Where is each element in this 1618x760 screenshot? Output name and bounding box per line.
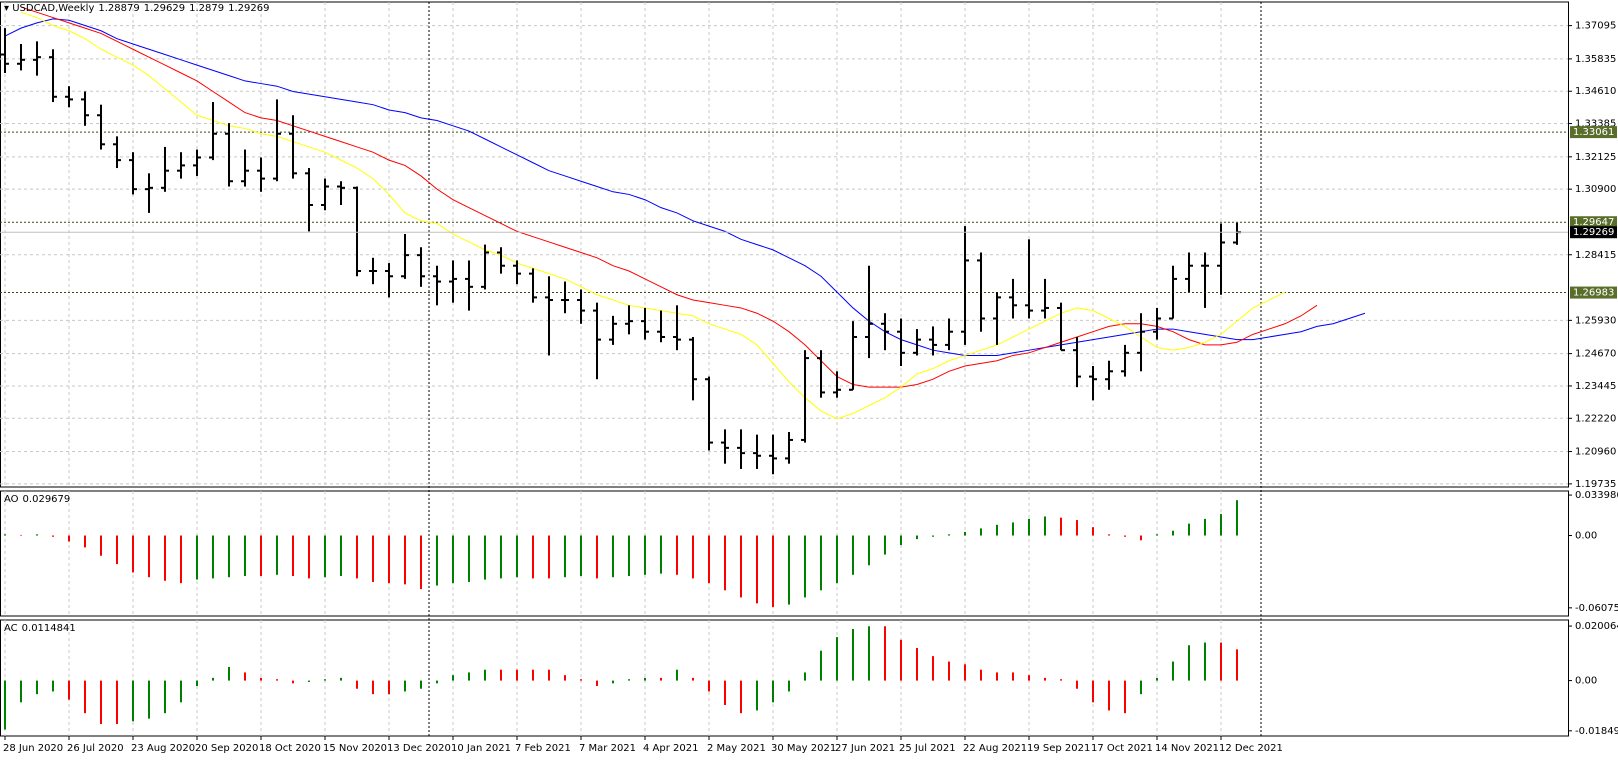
x-tick-label: 17 Oct 2021 bbox=[1091, 743, 1153, 754]
y-tick-label: 1.30900 bbox=[1575, 184, 1616, 195]
x-tick-label: 12 Dec 2021 bbox=[1219, 743, 1283, 754]
y-tick-label: 1.23445 bbox=[1575, 381, 1616, 392]
y-tick-label: 0.00 bbox=[1575, 676, 1597, 687]
y-tick-label: 0.033986 bbox=[1575, 490, 1618, 501]
last-low: 1.2879 bbox=[189, 3, 225, 14]
ao-label: AO bbox=[4, 494, 19, 505]
last-close: 1.29269 bbox=[228, 3, 270, 14]
ac-last: 0.0114841 bbox=[21, 623, 76, 634]
y-tick-label: 1.19735 bbox=[1575, 479, 1616, 490]
level-label: 1.26983 bbox=[1573, 288, 1614, 299]
y-tick-label: 1.25930 bbox=[1575, 315, 1616, 326]
y-tick-label: -0.060751 bbox=[1575, 603, 1618, 614]
y-tick-label: 1.20960 bbox=[1575, 447, 1616, 458]
y-tick-label: 0.020064 bbox=[1575, 621, 1618, 632]
y-tick-label: 1.24670 bbox=[1575, 349, 1616, 360]
x-tick-label: 14 Nov 2021 bbox=[1155, 743, 1219, 754]
y-tick-label: 1.28415 bbox=[1575, 250, 1616, 261]
x-tick-label: 13 Dec 2020 bbox=[387, 743, 451, 754]
x-tick-label: 4 Apr 2021 bbox=[643, 743, 698, 754]
price-label: 1.29269 bbox=[1573, 227, 1614, 238]
y-tick-label: 1.22220 bbox=[1575, 413, 1616, 424]
y-tick-label: 1.35835 bbox=[1575, 54, 1616, 65]
ac-header: AC 0.0114841 bbox=[4, 623, 80, 634]
panel-border bbox=[0, 619, 1569, 737]
level-label-bg bbox=[1570, 216, 1617, 229]
panel-border bbox=[0, 1, 1569, 488]
x-tick-label: 30 May 2021 bbox=[771, 743, 836, 754]
indicator-line bbox=[20, 11, 1286, 420]
y-tick-label: 1.37095 bbox=[1575, 21, 1616, 32]
x-tick-label: 7 Mar 2021 bbox=[579, 743, 636, 754]
y-tick-label: 1.34610 bbox=[1575, 86, 1616, 97]
x-tick-label: 2 May 2021 bbox=[707, 743, 766, 754]
x-tick-label: 22 Aug 2021 bbox=[963, 743, 1027, 754]
level-label: 1.33061 bbox=[1573, 127, 1614, 138]
panel-border bbox=[0, 490, 1569, 617]
ao-last: 0.029679 bbox=[22, 494, 71, 505]
chart-header: ▾ USDCAD,Weekly 1.28879 1.29629 1.2879 1.292… bbox=[4, 3, 270, 14]
ac-label: AC bbox=[4, 623, 18, 634]
symbol-title: USDCAD,Weekly bbox=[12, 3, 95, 14]
x-tick-label: 20 Sep 2020 bbox=[195, 743, 258, 754]
x-tick-label: 26 Jul 2020 bbox=[67, 743, 124, 754]
x-tick-label: 10 Jan 2021 bbox=[451, 743, 511, 754]
x-tick-label: 15 Nov 2020 bbox=[323, 743, 387, 754]
x-tick-label: 23 Aug 2020 bbox=[131, 743, 195, 754]
indicator-line bbox=[20, 6, 1318, 388]
x-tick-label: 25 Jul 2021 bbox=[899, 743, 956, 754]
x-tick-label: 18 Oct 2020 bbox=[259, 743, 321, 754]
x-tick-label: 27 Jun 2021 bbox=[835, 743, 895, 754]
level-label-bg bbox=[1570, 286, 1617, 299]
y-tick-label: 1.33385 bbox=[1575, 119, 1616, 130]
x-tick-label: 28 Jun 2020 bbox=[3, 743, 63, 754]
y-tick-label: 0.00 bbox=[1575, 531, 1597, 542]
level-label: 1.29647 bbox=[1573, 217, 1614, 228]
price-label-bg bbox=[1570, 226, 1617, 239]
x-tick-label: 19 Sep 2021 bbox=[1027, 743, 1090, 754]
indicator-line bbox=[4, 18, 1366, 356]
y-tick-label: 1.32125 bbox=[1575, 152, 1616, 163]
y-tick-label: -0.018490 bbox=[1575, 726, 1618, 737]
last-open: 1.28879 bbox=[98, 3, 140, 14]
x-tick-label: 7 Feb 2021 bbox=[515, 743, 571, 754]
level-label-bg bbox=[1570, 126, 1617, 139]
ao-header: AO 0.029679 bbox=[4, 494, 74, 505]
last-high: 1.29629 bbox=[143, 3, 186, 14]
